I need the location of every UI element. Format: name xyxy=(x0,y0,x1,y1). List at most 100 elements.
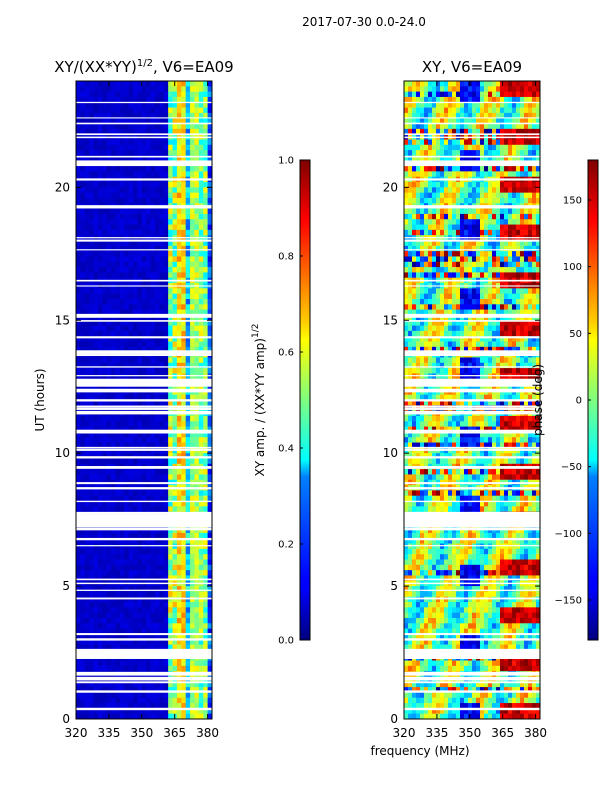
right-heat-cell xyxy=(428,213,433,220)
right-heat-cell xyxy=(440,150,445,157)
right-heat-cell xyxy=(504,213,509,220)
left-heat-cell xyxy=(97,112,103,119)
left-heat-cell xyxy=(150,421,156,428)
left-heat-cell xyxy=(137,373,143,380)
left-heat-cell xyxy=(106,128,112,135)
left-heat-cell xyxy=(185,166,191,172)
left-heat-cell xyxy=(168,426,174,433)
left-ytick-label: 20 xyxy=(55,180,70,194)
right-heat-cell xyxy=(428,91,433,98)
left-heat-cell xyxy=(198,139,204,146)
left-heat-cell xyxy=(203,570,209,577)
left-ytick-label: 5 xyxy=(62,579,70,593)
left-heat-cell xyxy=(102,272,108,279)
left-heat-cell xyxy=(185,320,191,327)
left-heat-cell xyxy=(176,182,182,188)
left-heat-cell xyxy=(172,118,178,125)
left-heat-cell xyxy=(150,229,156,236)
right-heat-cell xyxy=(448,197,453,204)
left-heat-cell xyxy=(176,325,182,332)
left-heat-cell xyxy=(190,538,196,545)
right-heat-cell xyxy=(432,96,437,103)
left-heat-cell xyxy=(141,229,147,236)
left-heat-cell xyxy=(111,272,117,279)
left-heat-cell xyxy=(207,532,212,539)
left-heat-cell xyxy=(141,538,147,545)
left-heat-cell xyxy=(80,602,86,608)
left-heat-cell xyxy=(181,171,187,178)
left-heat-cell xyxy=(97,596,103,603)
left-heat-cell xyxy=(181,182,187,188)
left-heat-cell xyxy=(141,171,147,178)
left-heat-cell xyxy=(203,91,209,98)
left-heat-cell xyxy=(97,261,103,268)
right-heat-cell xyxy=(424,197,429,204)
left-heat-cell xyxy=(154,171,160,178)
left-heat-cell xyxy=(111,123,117,130)
left-heat-cell xyxy=(203,453,209,460)
right-heat-cell xyxy=(484,102,489,109)
right-heat-cell xyxy=(500,139,505,146)
right-heat-cell xyxy=(496,240,501,247)
left-heat-cell xyxy=(128,538,134,545)
left-heat-cell xyxy=(185,692,191,699)
left-heat-cell xyxy=(194,591,200,598)
left-heat-cell xyxy=(133,373,139,380)
left-heat-cell xyxy=(190,112,196,119)
left-heat-cell xyxy=(154,368,160,375)
left-heat-cell xyxy=(190,708,196,715)
right-heat-cell xyxy=(420,139,425,146)
left-heat-cell xyxy=(203,495,209,502)
left-heat-cell xyxy=(176,591,182,598)
left-heat-cell xyxy=(190,272,196,279)
left-heat-cell xyxy=(93,490,99,497)
left-heat-cell xyxy=(80,708,86,715)
left-heat-cell xyxy=(102,118,108,125)
left-heat-cell xyxy=(146,394,152,401)
left-heat-cell xyxy=(146,155,152,162)
left-heat-cell xyxy=(115,309,121,316)
right-heat-cell xyxy=(448,96,453,103)
left-heat-cell xyxy=(89,431,95,438)
right-heat-cell xyxy=(444,208,449,215)
right-heat-cell xyxy=(444,144,449,151)
left-heat-cell xyxy=(76,607,81,614)
left-heat-cell xyxy=(89,229,95,236)
left-heat-cell xyxy=(102,139,108,146)
left-heat-cell xyxy=(207,400,212,406)
left-heat-cell xyxy=(198,166,204,172)
left-masked-row xyxy=(76,671,212,674)
left-heat-cell xyxy=(207,272,212,279)
left-heat-cell xyxy=(93,543,99,550)
right-heat-cell xyxy=(448,240,453,247)
left-heat-cell xyxy=(185,171,191,178)
left-heat-cell xyxy=(89,336,95,343)
left-heat-cell xyxy=(150,288,156,295)
left-heat-cell xyxy=(89,628,95,635)
left-heat-cell xyxy=(76,431,81,438)
left-xtick-label: 380 xyxy=(196,726,219,740)
left-heat-cell xyxy=(150,341,156,348)
left-heat-cell xyxy=(172,96,178,103)
left-heat-cell xyxy=(128,123,134,130)
left-heat-cell xyxy=(194,112,200,119)
left-heat-cell xyxy=(159,633,165,640)
right-heat-cell xyxy=(420,166,425,172)
left-heat-cell xyxy=(150,368,156,375)
left-heat-cell xyxy=(190,197,196,204)
left-heat-cell xyxy=(198,341,204,348)
left-heat-cell xyxy=(106,543,112,550)
left-heat-cell xyxy=(207,267,212,273)
left-heat-cell xyxy=(207,384,212,390)
left-heat-cell xyxy=(89,325,95,332)
right-heat-cell xyxy=(524,182,529,188)
left-heat-cell xyxy=(176,112,182,119)
right-heat-cell xyxy=(452,91,457,98)
left-heat-cell xyxy=(168,495,174,502)
left-heat-cell xyxy=(89,575,95,582)
left-heat-cell xyxy=(124,628,130,635)
right-heat-cell xyxy=(456,171,461,178)
right-heat-cell xyxy=(416,208,421,215)
right-heat-cell xyxy=(460,240,465,247)
left-heat-cell xyxy=(97,256,103,263)
